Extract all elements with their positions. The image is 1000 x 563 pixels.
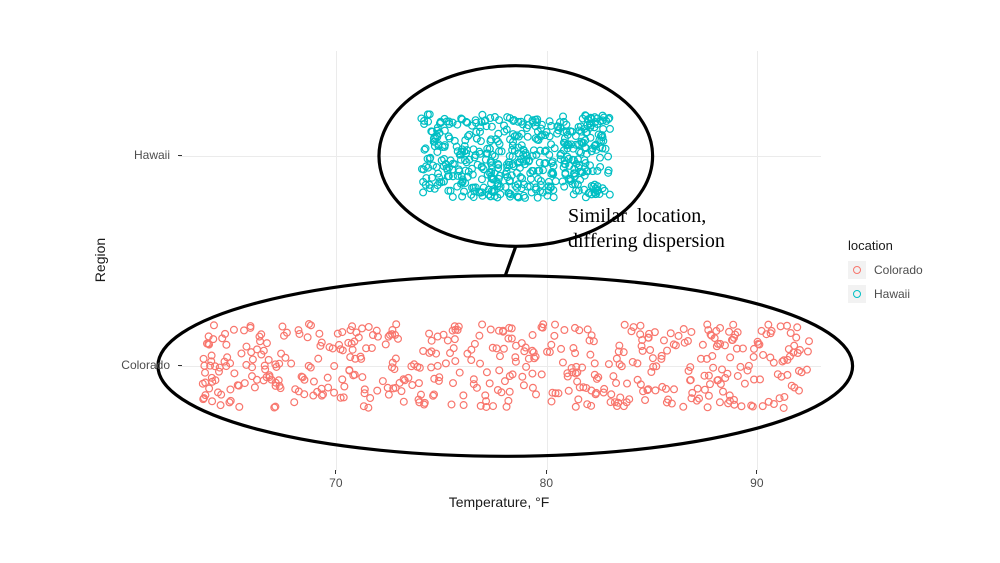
x-tick xyxy=(335,470,336,474)
annotation-label: Similar location, differing dispersion xyxy=(568,204,725,254)
x-axis-title: Temperature, °F xyxy=(449,494,550,510)
annotation-connector xyxy=(505,246,516,275)
y-tick xyxy=(178,365,182,366)
legend-marker xyxy=(853,266,861,274)
legend-items: Colorado Hawaii xyxy=(848,261,923,303)
y-tick-label: Hawaii xyxy=(134,148,170,162)
x-tick-label: 70 xyxy=(329,476,342,490)
legend-item-label: Hawaii xyxy=(874,287,910,301)
legend-item: Hawaii xyxy=(848,285,923,303)
x-tick xyxy=(756,470,757,474)
legend-key xyxy=(848,285,866,303)
y-tick-label: Colorado xyxy=(121,358,170,372)
legend-key xyxy=(848,261,866,279)
annotation-layer xyxy=(179,51,821,471)
figure: 70 80 90 Colorado Hawaii Temperature, °F Re… xyxy=(0,0,1000,563)
x-tick-label: 90 xyxy=(750,476,763,490)
legend-title: location xyxy=(848,238,923,253)
plot-panel xyxy=(178,50,822,472)
legend-item: Colorado xyxy=(848,261,923,279)
plot-panel-inner xyxy=(179,51,821,471)
y-axis-title: Region xyxy=(92,238,108,282)
legend-marker xyxy=(853,290,861,298)
legend-item-label: Colorado xyxy=(874,263,923,277)
x-tick-label: 80 xyxy=(540,476,553,490)
legend: location Colorado Hawaii xyxy=(848,238,923,309)
y-tick xyxy=(178,155,182,156)
x-tick xyxy=(546,470,547,474)
annotation-ellipse xyxy=(158,276,853,457)
